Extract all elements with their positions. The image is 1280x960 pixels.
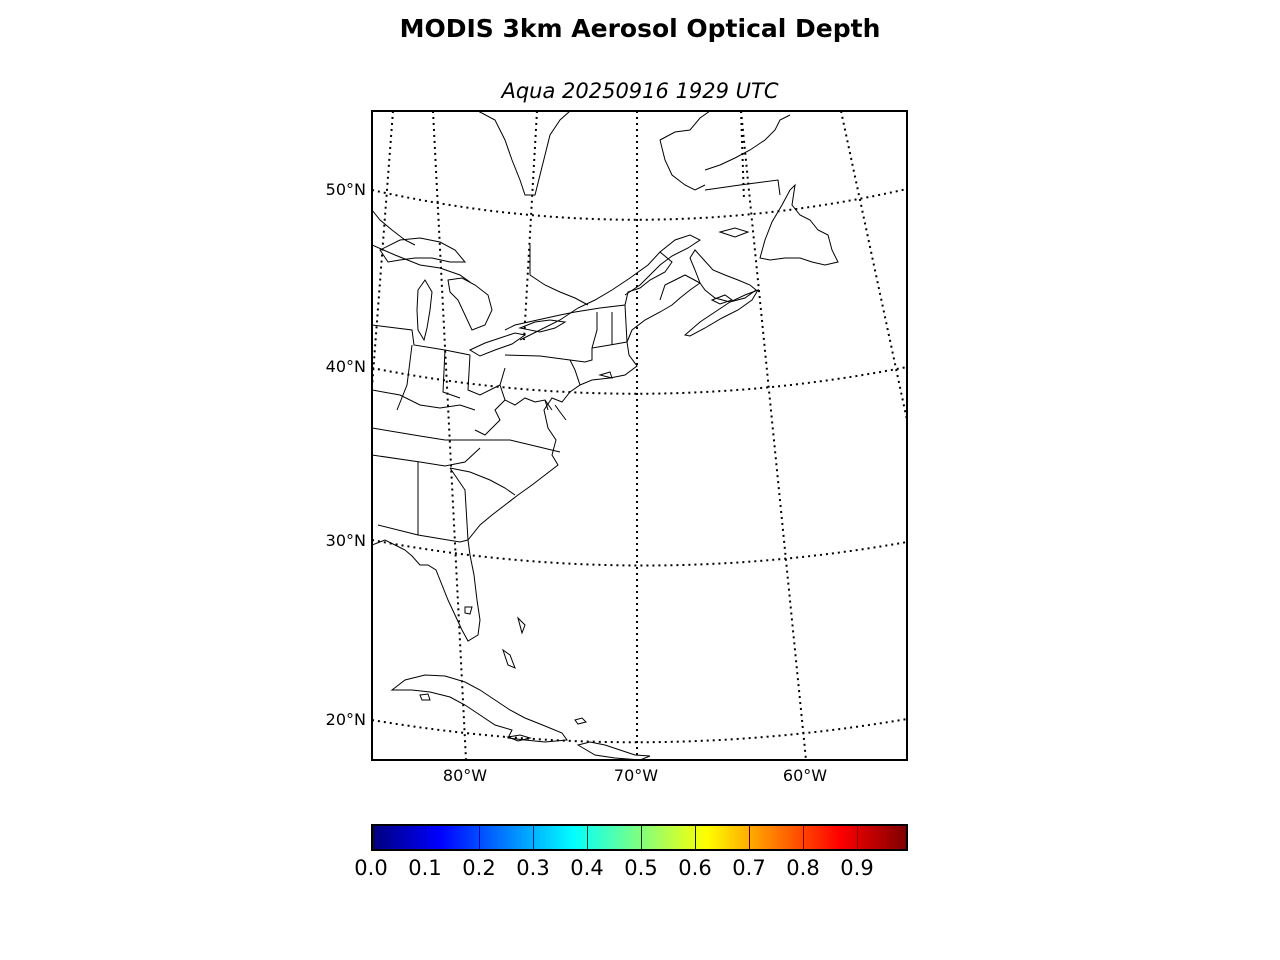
lat-label-20n: 20°N (325, 710, 366, 729)
colorbar-tick-mark (803, 826, 804, 849)
state-al-ga (417, 462, 469, 541)
lake-huron (447, 277, 493, 331)
map-subtitle: Aqua 20250916 1929 UTC (501, 79, 779, 103)
quebec-ontario (529, 245, 589, 306)
lake-superior (379, 237, 467, 263)
state-sc (449, 467, 516, 496)
isle-of-youth (419, 693, 431, 701)
colorbar-tick-label: 0.2 (462, 856, 496, 880)
st-lawrence (519, 234, 701, 341)
hudson-bay-shore (477, 111, 571, 196)
state-ky-tn (372, 389, 476, 411)
meridian-80w (432, 111, 467, 760)
colorbar-tick-label: 0.1 (408, 856, 442, 880)
colorbar-tick-label: 0.5 (624, 856, 658, 880)
quebec-labrador (704, 179, 781, 196)
parallel-20n (372, 718, 907, 744)
lake-okeechobee (464, 606, 473, 615)
us-canada-border (372, 244, 673, 331)
great-lakes (379, 237, 567, 357)
labrador (659, 111, 791, 191)
political-borders (372, 179, 781, 543)
colorbar-tick-label: 0.7 (732, 856, 766, 880)
state-ny-pa (504, 341, 628, 386)
nova-scotia (683, 289, 760, 337)
colorbar-tick-mark (857, 826, 858, 849)
figure-title: MODIS 3km Aerosol Optical Depth (399, 14, 881, 43)
state-md-de (544, 399, 567, 421)
colorbar-tick-label: 0.3 (516, 856, 550, 880)
colorbar-tick-label: 0.9 (840, 856, 874, 880)
cuba (390, 674, 568, 743)
state-midwest (372, 324, 506, 411)
lat-label-50n: 50°N (325, 180, 366, 199)
colorbar-tick-label: 0.4 (570, 856, 604, 880)
state-new-england (591, 304, 628, 349)
colorbar-tick-label: 0.0 (354, 856, 388, 880)
lon-label-70w: 70°W (613, 766, 659, 785)
meridian-60w (740, 111, 807, 760)
cayman (574, 717, 587, 725)
state-ga-fl (377, 524, 469, 543)
colorbar-tick-mark (587, 826, 588, 849)
colorbar (371, 824, 908, 851)
map-frame (371, 110, 908, 761)
lon-label-60w: 60°W (782, 766, 828, 785)
colorbar-tick-label: 0.6 (678, 856, 712, 880)
hispaniola (576, 741, 651, 760)
james-bay (372, 209, 416, 246)
anticosti (718, 227, 750, 238)
lat-label-40n: 40°N (325, 357, 366, 376)
graticule (372, 111, 907, 760)
bahamas-1 (517, 616, 526, 635)
east-coast (372, 249, 757, 642)
colorbar-tick-mark (425, 826, 426, 849)
parallel-30n (372, 539, 907, 567)
parallel-50n (372, 188, 907, 221)
coastlines (372, 111, 839, 760)
pei (710, 294, 734, 305)
basemap (372, 111, 907, 760)
colorbar-tick-label: 0.8 (786, 856, 820, 880)
meridian-75w (523, 111, 538, 341)
lon-label-80w: 80°W (442, 766, 488, 785)
jamaica (506, 734, 532, 742)
colorbar-tick-mark (749, 826, 750, 849)
lake-ontario (518, 319, 567, 333)
state-ohio-wv (474, 384, 553, 436)
nantucket (598, 371, 613, 379)
state-va-nc (372, 427, 561, 453)
lake-erie (468, 332, 527, 357)
colorbar-tick-mark (533, 826, 534, 849)
colorbar-tick-mark (695, 826, 696, 849)
lat-label-30n: 30°N (325, 531, 366, 550)
state-tn-nc (372, 447, 481, 467)
lake-michigan (416, 279, 433, 342)
colorbar-tick-mark (479, 826, 480, 849)
nb-border (659, 274, 701, 301)
bahamas-2 (502, 648, 516, 669)
parallel-40n (372, 366, 907, 395)
meridian-55w (840, 111, 907, 421)
newfoundland (759, 183, 839, 266)
colorbar-tick-mark (641, 826, 642, 849)
